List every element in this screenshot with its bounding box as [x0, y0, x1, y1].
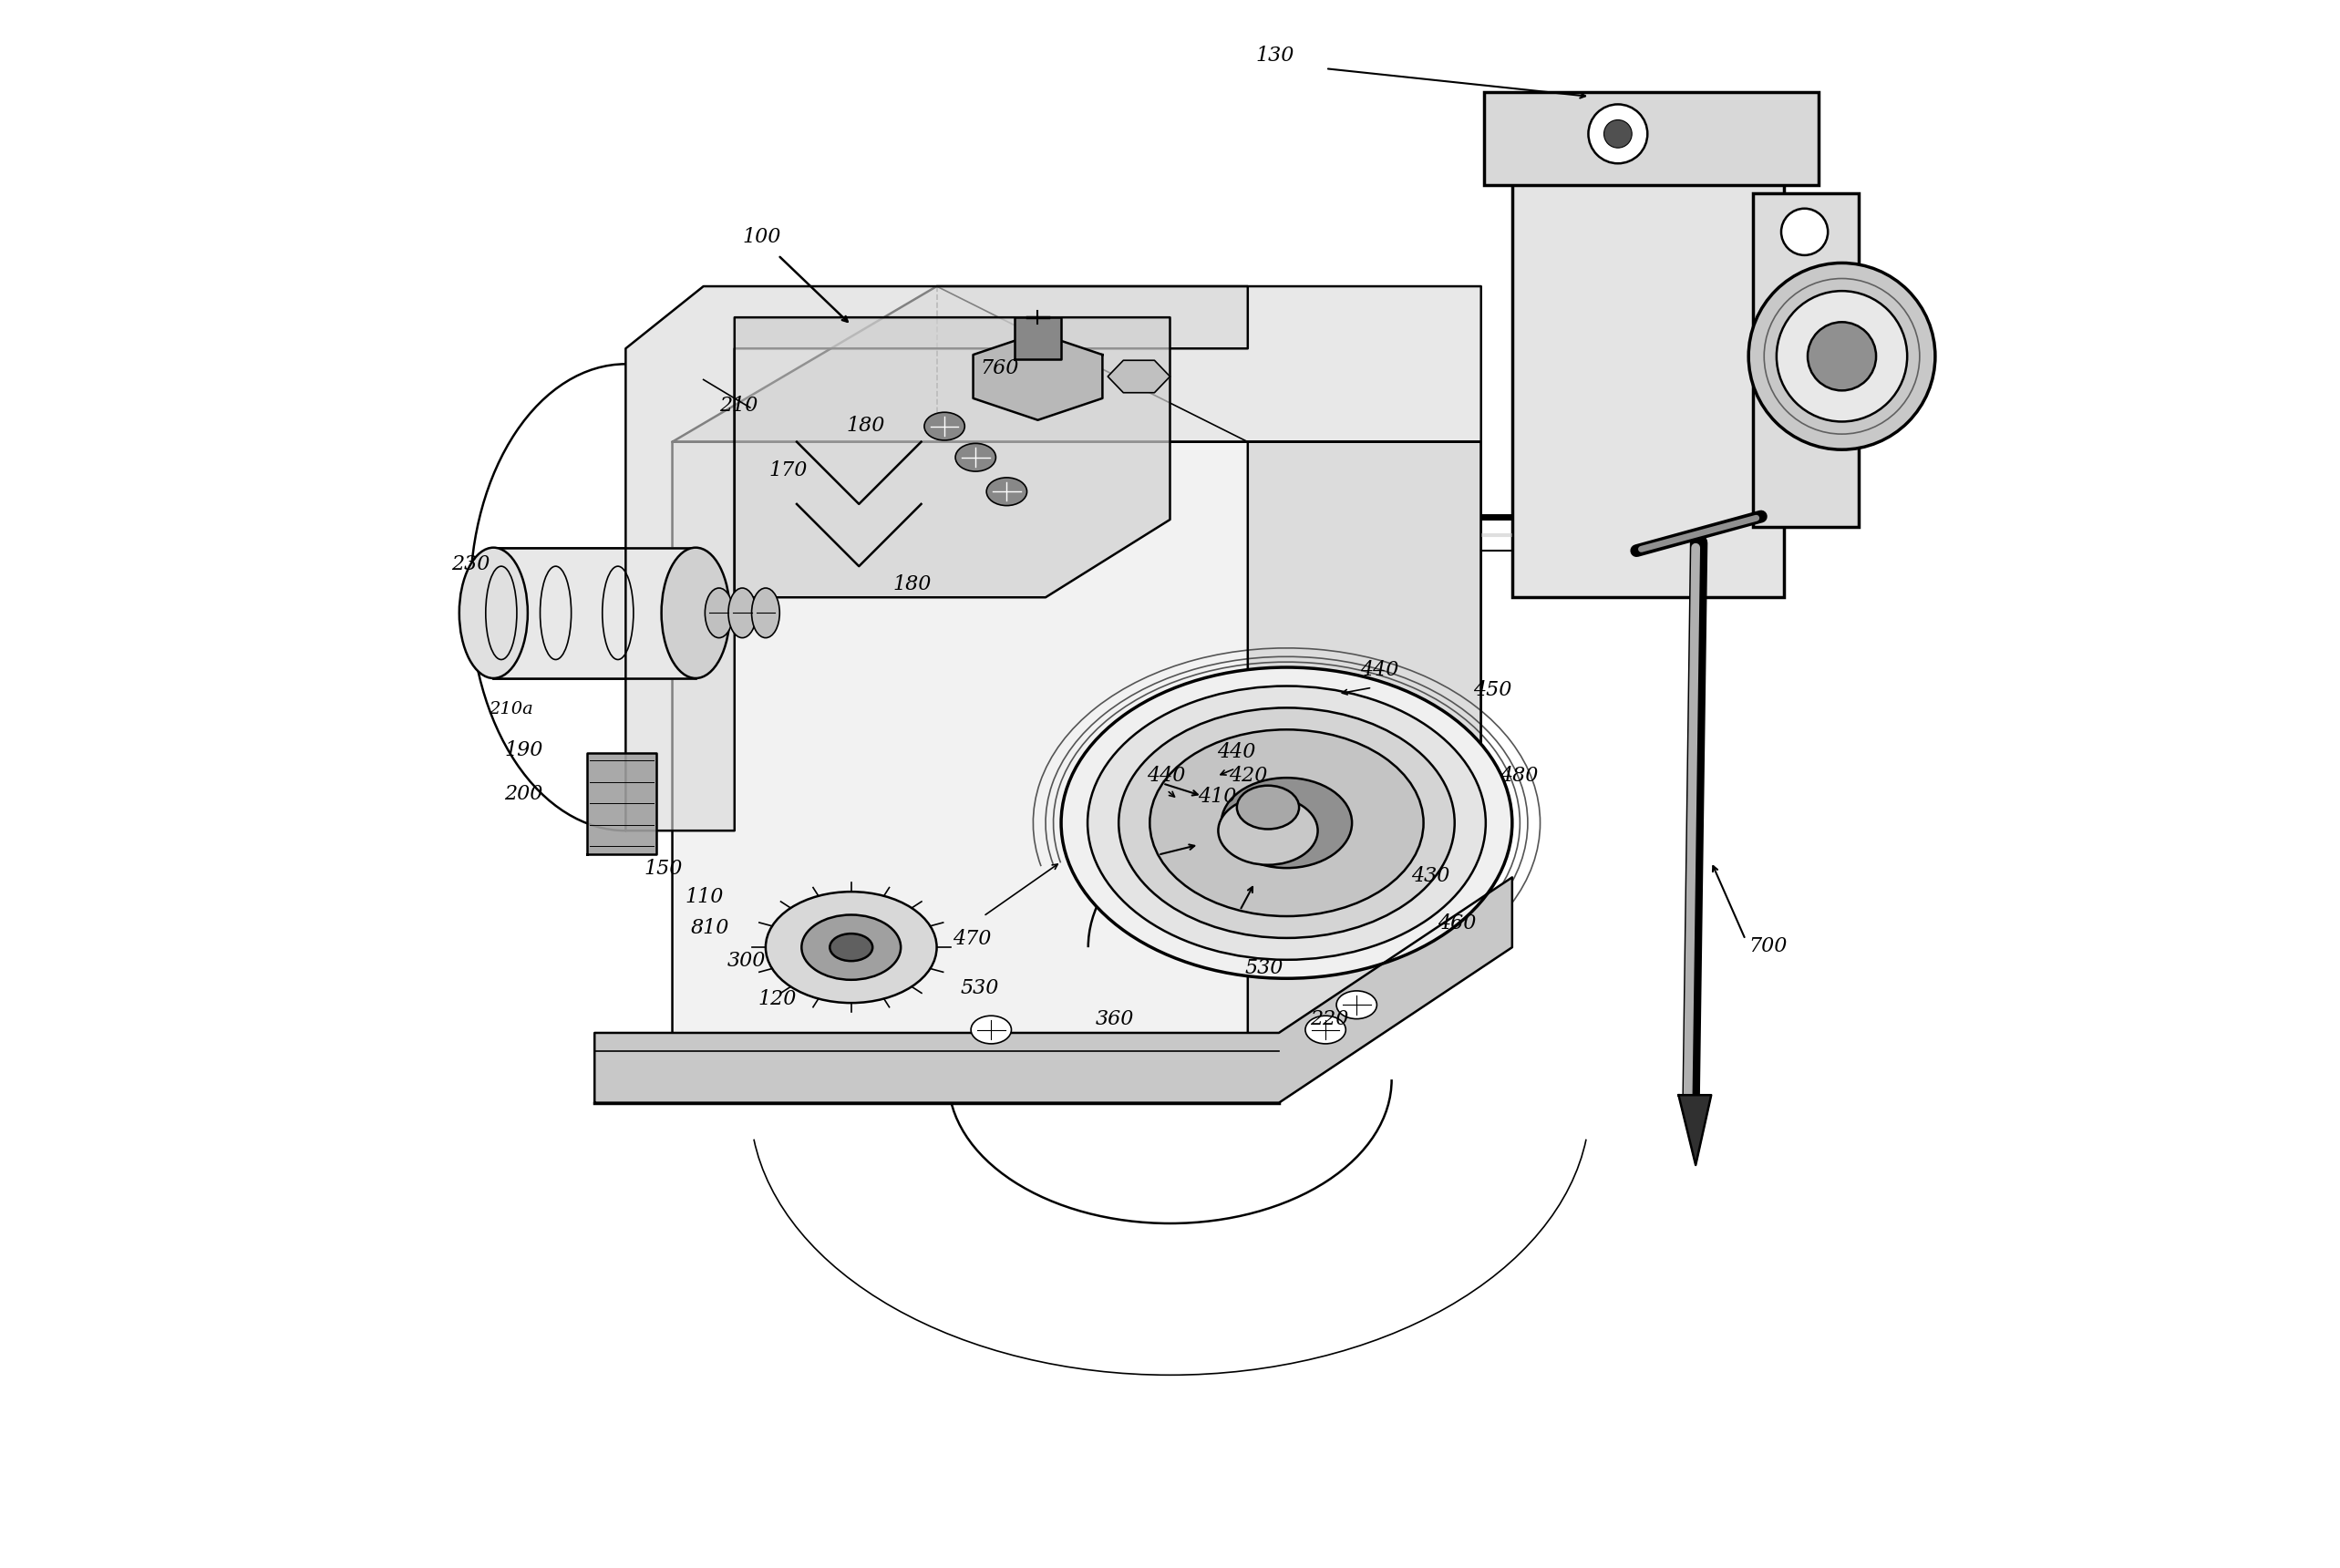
- Text: 100: 100: [742, 227, 782, 248]
- Text: 210: 210: [718, 395, 758, 416]
- Polygon shape: [735, 317, 1170, 597]
- Text: 430: 430: [1411, 867, 1451, 886]
- Ellipse shape: [1238, 786, 1299, 829]
- Polygon shape: [672, 287, 1481, 442]
- Circle shape: [1806, 321, 1877, 390]
- Text: 480: 480: [1500, 765, 1537, 786]
- Ellipse shape: [704, 588, 732, 638]
- Ellipse shape: [831, 933, 873, 961]
- Text: 200: 200: [505, 784, 543, 804]
- Circle shape: [1776, 292, 1907, 422]
- Text: 300: 300: [728, 950, 765, 971]
- Polygon shape: [587, 753, 658, 855]
- Bar: [1753, 193, 1858, 527]
- Text: 180: 180: [847, 416, 885, 436]
- Ellipse shape: [924, 412, 964, 441]
- Ellipse shape: [1219, 797, 1317, 866]
- Text: 410: 410: [1198, 787, 1236, 808]
- Text: 210a: 210a: [489, 701, 534, 718]
- Ellipse shape: [1088, 687, 1486, 960]
- Text: 420: 420: [1228, 765, 1268, 786]
- Polygon shape: [594, 878, 1512, 1102]
- Text: 190: 190: [505, 740, 543, 760]
- Ellipse shape: [459, 547, 529, 679]
- Polygon shape: [625, 287, 1247, 831]
- Ellipse shape: [987, 478, 1027, 505]
- Text: 450: 450: [1474, 681, 1512, 699]
- Text: 170: 170: [770, 461, 807, 481]
- Ellipse shape: [1060, 668, 1512, 978]
- Polygon shape: [1016, 317, 1060, 359]
- Text: 810: 810: [690, 917, 730, 938]
- Text: 150: 150: [644, 859, 683, 878]
- Circle shape: [1603, 119, 1631, 147]
- Text: 440: 440: [1360, 660, 1399, 679]
- Text: 440: 440: [1147, 765, 1186, 786]
- Ellipse shape: [1306, 1016, 1346, 1044]
- Ellipse shape: [728, 588, 756, 638]
- Bar: [1484, 93, 1818, 185]
- Text: 470: 470: [952, 928, 990, 949]
- Polygon shape: [1107, 361, 1170, 392]
- Ellipse shape: [662, 547, 730, 679]
- Polygon shape: [672, 442, 1481, 1094]
- Text: 120: 120: [758, 989, 796, 1010]
- Polygon shape: [1247, 442, 1481, 1094]
- Ellipse shape: [955, 444, 997, 472]
- Text: 180: 180: [894, 574, 931, 594]
- Ellipse shape: [971, 1016, 1011, 1044]
- Ellipse shape: [1336, 991, 1376, 1019]
- Ellipse shape: [1119, 707, 1455, 938]
- Text: 530: 530: [1245, 958, 1282, 978]
- Ellipse shape: [1149, 729, 1423, 916]
- Ellipse shape: [1221, 778, 1353, 869]
- Text: 530: 530: [959, 978, 999, 999]
- Text: 110: 110: [686, 887, 723, 906]
- Text: 460: 460: [1437, 913, 1477, 933]
- Ellipse shape: [751, 588, 779, 638]
- Bar: [1512, 108, 1785, 597]
- Polygon shape: [973, 332, 1102, 420]
- Text: 360: 360: [1095, 1010, 1135, 1030]
- Text: 760: 760: [980, 358, 1018, 378]
- Polygon shape: [494, 547, 695, 679]
- Polygon shape: [1678, 1094, 1711, 1165]
- Text: 220: 220: [1310, 1010, 1348, 1030]
- Text: 700: 700: [1748, 936, 1788, 956]
- Ellipse shape: [765, 892, 936, 1004]
- Text: 440: 440: [1217, 742, 1254, 762]
- Ellipse shape: [803, 914, 901, 980]
- Text: 230: 230: [452, 554, 489, 574]
- Circle shape: [1589, 105, 1647, 163]
- Text: 130: 130: [1257, 45, 1294, 66]
- Circle shape: [1781, 209, 1828, 256]
- Circle shape: [1748, 263, 1935, 450]
